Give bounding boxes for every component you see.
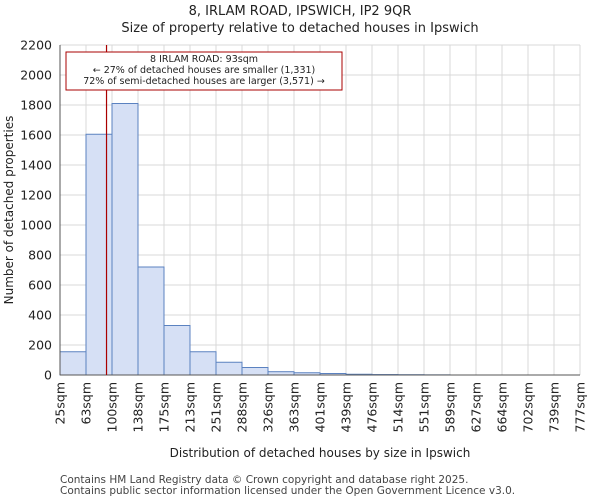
annotation-line-1: 8 IRLAM ROAD: 93sqm [150,54,258,65]
tick-labels: 0 200 400 600 800 1000 1200 1400 1600 1800 2000 220… [20,38,587,433]
x-tick-label: 439sqm [339,382,354,432]
bar-138sqm [137,266,165,376]
bar-213sqm [189,351,217,376]
x-tick-label: 213sqm [183,382,198,432]
y-tick-label: 600 [28,278,52,293]
credit-line-2: Contains public sector information licen… [60,485,516,497]
credit-line-1: Contains HM Land Registry data © Crown c… [60,474,469,486]
x-tick-label: 100sqm [105,382,120,432]
y-axis-label: Number of detached properties [2,116,16,305]
chart-title: 8, IRLAM ROAD, IPSWICH, IP2 9QR [188,4,412,19]
y-tick-label: 1200 [20,188,52,203]
bar-25sqm [59,351,87,376]
y-tick-label: 2000 [20,68,52,83]
x-tick-label: 664sqm [495,382,510,432]
chart-subtitle: Size of property relative to detached ho… [121,21,479,36]
x-tick-label: 476sqm [365,382,380,432]
x-tick-label: 589sqm [443,382,458,432]
annotation-line-3: 72% of semi-detached houses are larger (… [83,76,325,87]
bar-288sqm [241,367,269,376]
x-tick-label: 627sqm [469,382,484,432]
y-tick-label: 400 [28,308,52,323]
y-tick-label: 1800 [20,98,52,113]
x-tick-label: 326sqm [261,382,276,432]
x-tick-label: 401sqm [313,382,328,432]
x-tick-label: 251sqm [209,382,224,432]
annotation-line-2: ← 27% of detached houses are smaller (1,… [93,65,316,76]
x-tick-label: 288sqm [235,382,250,432]
y-tick-label: 0 [44,368,52,383]
x-tick-label: 514sqm [391,382,406,432]
x-tick-label: 138sqm [131,382,146,432]
bar-100sqm [111,103,139,376]
x-tick-label: 63sqm [79,382,94,425]
bar-63sqm [85,133,113,376]
annotation: 8 IRLAM ROAD: 93sqm← 27% of detached hou… [65,51,343,91]
bar-251sqm [215,361,243,376]
x-tick-label: 551sqm [417,382,432,432]
x-tick-label: 702sqm [521,382,536,432]
x-tick-label: 25sqm [53,382,68,425]
bars [59,103,451,376]
y-tick-label: 1000 [20,218,52,233]
x-axis-label: Distribution of detached houses by size … [170,446,471,460]
y-tick-label: 200 [28,338,52,353]
y-tick-label: 1400 [20,158,52,173]
y-tick-label: 1600 [20,128,52,143]
x-tick-label: 777sqm [573,382,588,432]
x-tick-label: 363sqm [287,382,302,432]
y-tick-label: 800 [28,248,52,263]
bar-175sqm [163,325,191,376]
y-tick-label: 2200 [20,38,52,53]
annotation-box [65,51,343,91]
axes [59,45,580,376]
x-tick-label: 175sqm [157,382,172,432]
x-tick-label: 739sqm [547,382,562,432]
